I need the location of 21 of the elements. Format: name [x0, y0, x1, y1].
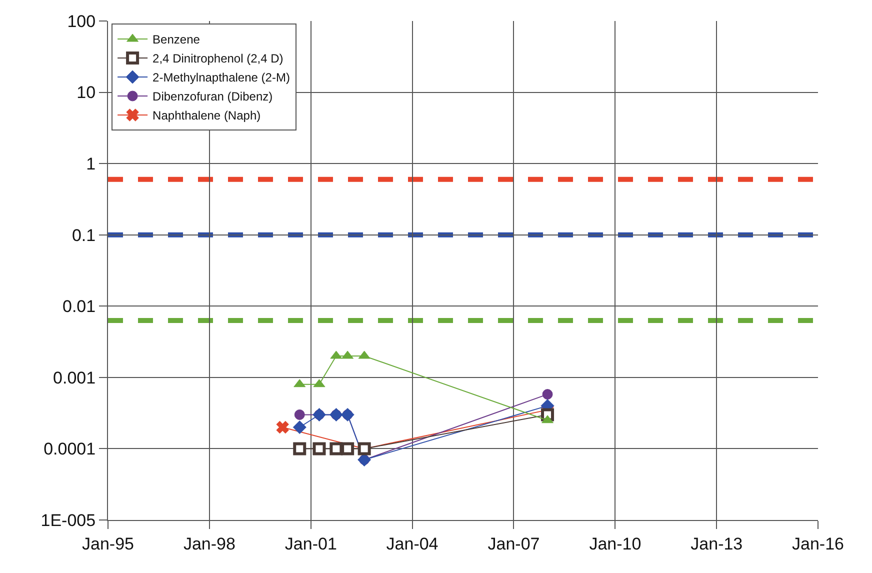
x-tick-label: Jan-01: [284, 534, 337, 554]
x-tick-label: Jan-95: [82, 534, 134, 554]
x-tick-label: Jan-16: [792, 534, 844, 554]
legend-label: 2,4 Dinitrophenol (2,4 D): [152, 52, 284, 66]
x-tick-label: Jan-07: [488, 534, 540, 554]
y-tick-label: 0.1: [72, 226, 96, 245]
y-tick-label: 0.001: [53, 368, 96, 388]
legend-label: 2-Methylnapthalene (2-M): [152, 70, 290, 85]
y-tick-label: 0.01: [62, 297, 96, 316]
x-tick-label: Jan-98: [183, 534, 236, 554]
y-tick-label: 1E-005: [40, 510, 96, 530]
y-tick-label: 10: [76, 83, 96, 102]
x-tick-label: Jan-04: [386, 534, 438, 554]
y-tick-label: 1: [86, 154, 96, 174]
legend-label: Naphthalene (Naph): [152, 108, 261, 123]
y-tick-label: 0.0001: [44, 440, 96, 459]
y-tick-label: 100: [67, 12, 96, 31]
legend-label: Dibenzofuran (Dibenz): [152, 90, 273, 104]
x-tick-label: Jan-10: [589, 534, 642, 554]
x-tick-label: Jan-13: [690, 534, 743, 554]
legend-label: Benzene: [152, 32, 200, 47]
